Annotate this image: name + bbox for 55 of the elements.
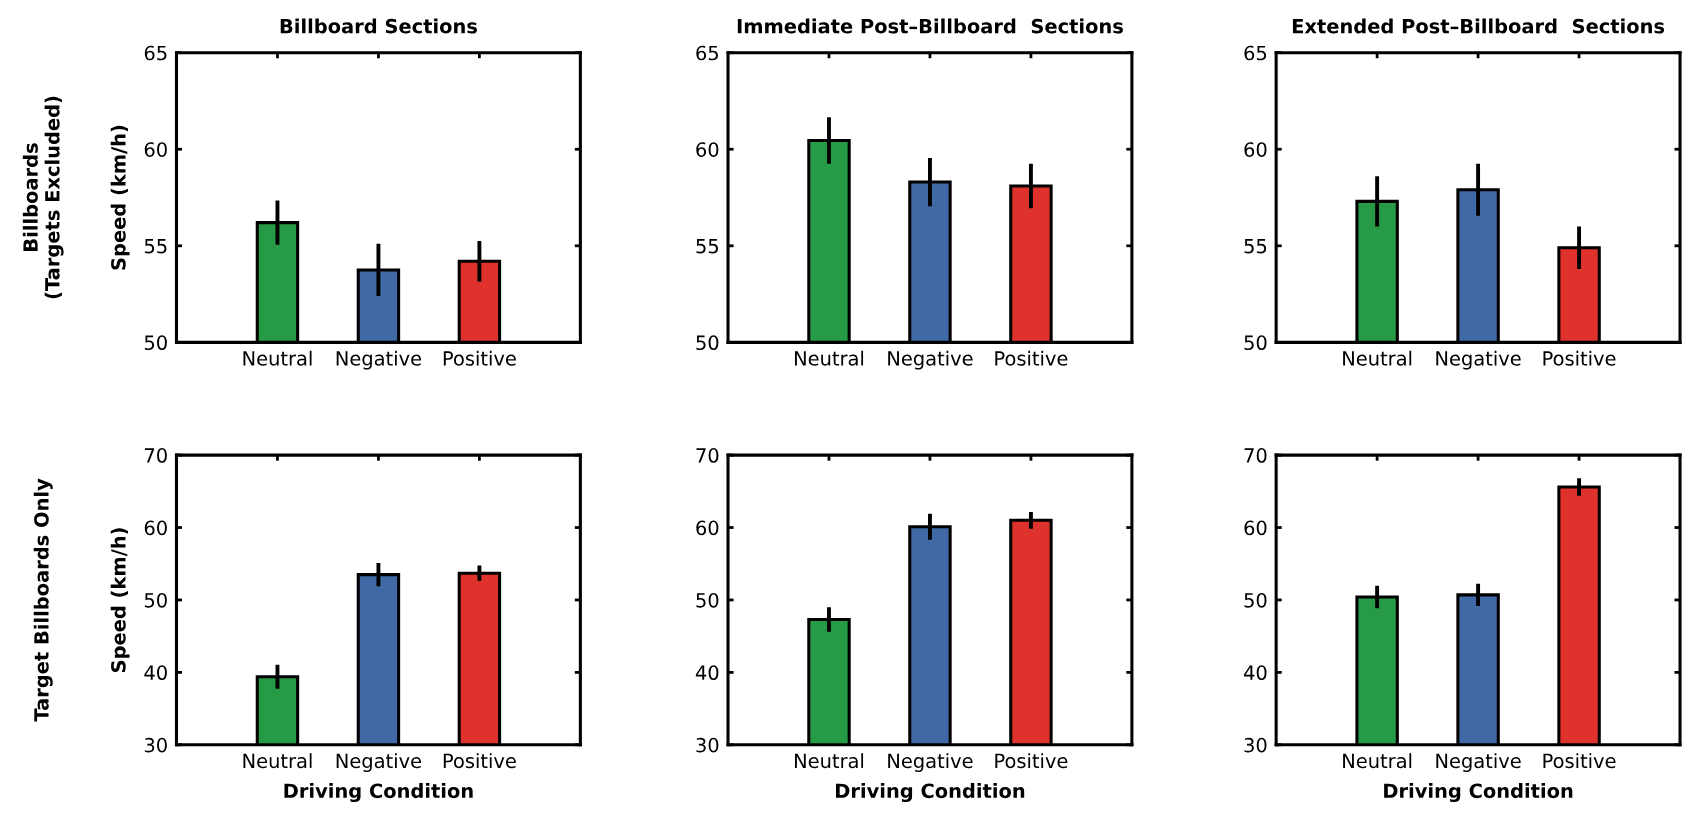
x-tick-label: Positive [443,753,516,769]
x-tick-label: Neutral [795,753,864,769]
y-tick-label: 65 [696,45,718,61]
x-axis-title: Driving Condition [284,783,473,803]
x-tick-label: Neutral [243,753,312,769]
y-tick-label: 65 [1244,45,1267,61]
y-tick-label: 60 [144,520,167,536]
y-tick-label: 30 [1244,737,1267,753]
x-tick-label: Negative [888,753,973,772]
x-tick-label: Negative [1436,753,1521,772]
y-tick-label: 40 [144,665,167,681]
y-tick-label: 60 [1244,520,1267,536]
y-tick-label: 40 [1244,665,1267,681]
x-tick-label: Negative [1436,350,1521,370]
y-tick-label: 60 [144,142,167,157]
y-axis-title: Speed (km/h) [110,125,130,270]
y-tick-label: 60 [696,142,719,157]
y-tick-label: 55 [696,239,718,254]
y-tick-label: 70 [696,448,719,463]
x-tick-label: Positive [443,350,516,366]
y-tick-label: 40 [695,665,719,681]
x-tick-label: Positive [995,350,1068,366]
x-tick-label: Positive [1543,753,1616,769]
x-tick-label: Neutral [1343,350,1412,366]
text: Billboards (Targets Excluded) [22,96,64,299]
chart-title: Billboard Sections [280,18,477,34]
x-tick-label: Neutral [243,350,312,366]
x-tick-label: Negative [336,753,422,772]
x-tick-label: Negative [336,350,422,370]
x-tick-label: Positive [1543,350,1616,366]
y-tick-label: 55 [144,239,167,254]
x-tick-label: Neutral [1343,753,1412,769]
y-axis-title: Speed (km/h) [110,528,130,673]
y-tick-label: 50 [144,592,167,608]
y-tick-label: 60 [696,520,719,536]
y-tick-label: 50 [696,592,719,608]
y-tick-label: 70 [1244,448,1267,463]
text: Target Billboards Only [33,478,53,722]
x-axis-title: Driving Condition [836,783,1025,803]
chart-title: Immediate Post–Billboard Sections [737,18,1123,34]
x-tick-label: Neutral [795,350,864,366]
y-tick-label: 65 [144,45,167,61]
x-tick-label: Negative [888,350,973,370]
y-tick-label: 30 [144,737,167,753]
x-axis-title: Driving Condition [1384,783,1573,803]
y-tick-label: 50 [1244,592,1267,608]
y-tick-label: 55 [1244,239,1267,254]
y-tick-label: 50 [1244,335,1267,351]
y-tick-label: 60 [1244,142,1267,157]
y-tick-label: 50 [696,335,719,351]
x-tick-label: Positive [995,753,1068,769]
y-tick-label: 50 [144,335,167,351]
y-tick-label: 70 [145,448,167,463]
y-tick-label: 30 [696,737,719,753]
chart-title: Extended Post–Billboard Sections [1292,18,1665,34]
